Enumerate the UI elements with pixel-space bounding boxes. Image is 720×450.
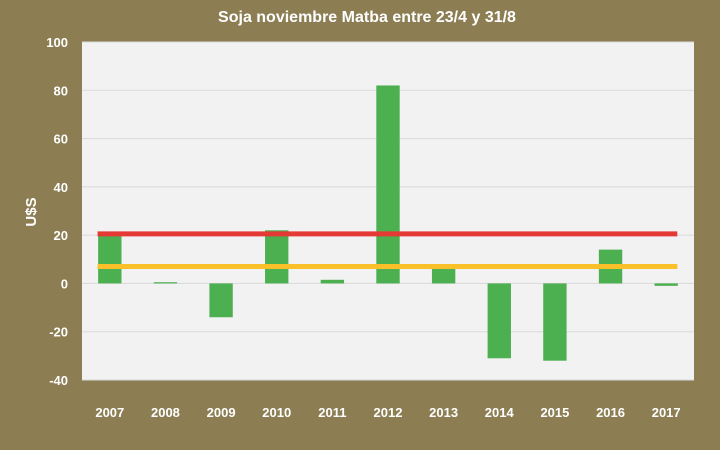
y-tick-label: 100 [46,35,68,50]
x-tick-label: 2007 [95,405,124,420]
y-axis-title: U$S [23,197,40,226]
x-tick-label: 2010 [262,405,291,420]
y-tick-label: 0 [61,276,68,291]
x-tick-label: 2014 [485,405,515,420]
x-tick-label: 2012 [374,405,403,420]
bar-2010 [265,230,289,284]
y-tick-label: -40 [49,373,68,388]
bar-2015 [543,283,567,361]
reference-lines [97,231,678,270]
x-tick-label: 2011 [318,405,346,420]
y-tick-label: 80 [54,83,68,98]
chart-title: Soja noviembre Matba entre 23/4 y 31/8 [218,9,516,26]
x-tick-label: 2016 [596,405,625,420]
bar-2009 [209,283,233,318]
bar-2014 [487,283,511,359]
x-tick-label: 2017 [652,405,681,420]
bar-2008 [153,282,178,284]
bar-2007 [98,232,122,284]
bar-2011 [320,279,345,284]
x-tick-label: 2009 [207,405,236,420]
y-tick-labels: -40 -20 0 20 40 60 80 100 [46,35,68,388]
y-tick-label: -20 [49,325,68,340]
bar-2012 [376,85,400,284]
y-tick-label: 40 [54,180,68,195]
x-tick-label: 2015 [540,405,569,420]
x-tick-labels: 2007 2008 2009 2010 2011 2012 2013 2014 2015 2016… [95,405,680,420]
x-tick-label: 2008 [151,405,180,420]
bar-2013 [431,268,456,284]
bar-2017 [654,283,678,286]
y-tick-label: 20 [54,228,68,243]
x-tick-label: 2013 [429,405,458,420]
y-tick-label: 60 [54,132,68,147]
